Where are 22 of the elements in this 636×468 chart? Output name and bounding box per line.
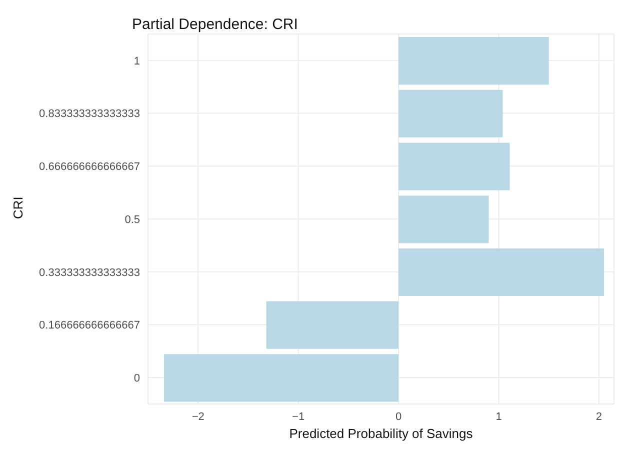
bar — [398, 37, 549, 85]
y-tick-label: 0.833333333333333 — [39, 108, 140, 120]
bar — [164, 354, 399, 402]
x-tick-label: −1 — [292, 410, 305, 423]
y-tick-label: 0.166666666666667 — [39, 320, 140, 332]
y-tick-label: 1 — [134, 55, 140, 68]
x-tick-label: 2 — [596, 410, 602, 423]
y-tick-label: 0.333333333333333 — [39, 266, 140, 279]
y-tick-label: 0.5 — [124, 214, 140, 226]
bar — [398, 90, 503, 138]
bar — [398, 142, 510, 190]
bar — [398, 248, 604, 296]
chart-title: Partial Dependence: CRI — [132, 16, 298, 33]
bar — [398, 196, 489, 244]
y-axis-title: CRI — [10, 196, 26, 219]
y-tick-label: 0.666666666666667 — [39, 161, 140, 174]
bar — [266, 301, 399, 349]
x-axis-title: Predicted Probability of Savings — [289, 426, 474, 441]
x-tick-label: 1 — [496, 410, 502, 423]
y-tick-label: 0 — [134, 372, 140, 384]
x-tick-label: 0 — [395, 410, 402, 423]
x-tick-label: −2 — [192, 410, 204, 423]
